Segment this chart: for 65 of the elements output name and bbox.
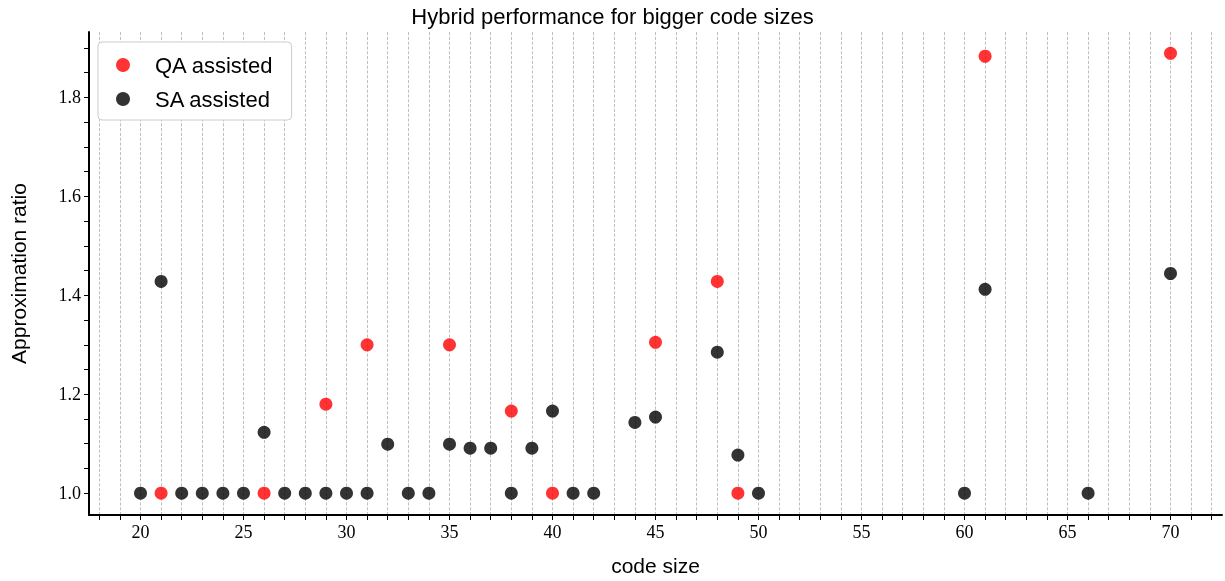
point <box>484 441 498 455</box>
x-tick-label: 25 <box>234 522 253 542</box>
point <box>422 486 436 500</box>
point <box>525 441 539 455</box>
point <box>546 404 559 418</box>
point <box>1164 267 1177 280</box>
point <box>1164 46 1177 60</box>
x-tick-label: 55 <box>852 522 871 542</box>
point <box>216 486 230 500</box>
y-tick-label: 1.2 <box>58 384 81 405</box>
point <box>381 437 395 451</box>
point <box>340 486 353 500</box>
point <box>587 486 601 500</box>
y-tick-label: 1.0 <box>58 483 81 504</box>
y-tick-label: 1.4 <box>58 285 81 306</box>
legend-label: QA assisted <box>155 52 273 78</box>
point <box>710 274 724 288</box>
point <box>134 486 147 500</box>
point <box>175 486 189 500</box>
y-tick-label: 1.8 <box>58 87 81 108</box>
point <box>1081 486 1095 500</box>
point <box>566 486 580 500</box>
x-tick-label: 60 <box>955 522 974 542</box>
x-tick-label: 45 <box>646 522 665 542</box>
point <box>195 486 209 500</box>
point <box>237 486 250 500</box>
x-tick-label: 70 <box>1161 522 1180 542</box>
point <box>978 282 992 296</box>
point <box>504 404 518 418</box>
x-tick-label: 35 <box>440 522 459 542</box>
point <box>958 486 971 500</box>
point <box>401 486 415 500</box>
point <box>731 486 745 500</box>
point <box>278 486 292 500</box>
x-axis-title: code size <box>611 554 700 577</box>
x-tick-label: 50 <box>749 522 768 542</box>
point <box>443 437 456 451</box>
point <box>257 425 271 439</box>
legend-label: SA assisted <box>155 86 270 112</box>
point <box>154 274 168 288</box>
point <box>978 49 992 63</box>
point <box>154 486 168 500</box>
point <box>504 486 518 500</box>
x-tick-label: 30 <box>337 522 356 542</box>
point <box>710 345 724 359</box>
x-tick-label: 20 <box>131 522 150 542</box>
point <box>649 335 662 349</box>
y-axis-title: Approximation ratio <box>7 183 30 364</box>
point <box>298 486 312 500</box>
point <box>443 338 456 352</box>
point <box>257 486 271 500</box>
point <box>360 486 374 500</box>
point <box>546 486 559 500</box>
point <box>360 338 374 352</box>
x-tick-label: 40 <box>543 522 562 542</box>
point <box>752 486 765 500</box>
point <box>463 441 477 455</box>
point <box>649 410 662 424</box>
y-tick-label: 1.6 <box>58 186 81 207</box>
point <box>731 448 745 462</box>
x-tick-label: 65 <box>1058 522 1077 542</box>
chart-title: Hybrid performance for bigger code sizes <box>411 3 814 29</box>
point <box>319 486 333 500</box>
point <box>319 397 333 411</box>
point <box>628 415 642 429</box>
